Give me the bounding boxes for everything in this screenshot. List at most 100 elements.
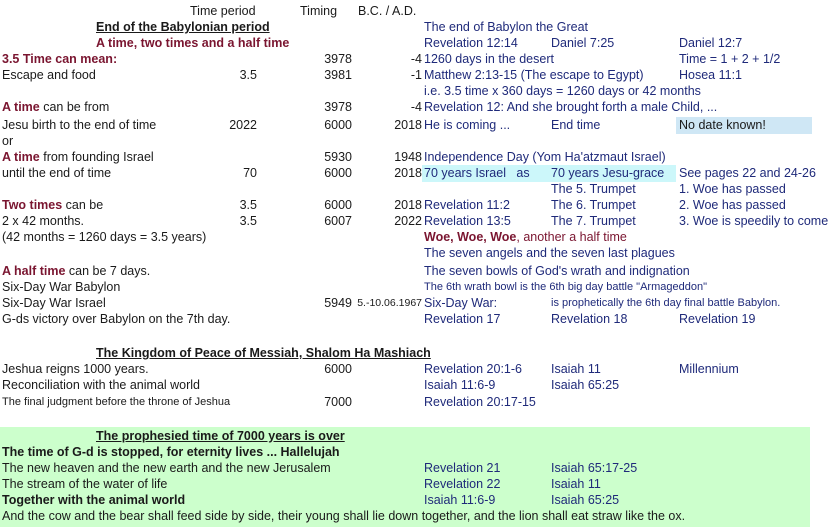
row-timing: 6000 [324,198,352,212]
row-ref: 1260 days in the desert [424,52,554,66]
row-ref: Revelation 20:17-15 [424,395,536,409]
row-bc-ad: -4 [410,100,422,114]
table-row: Two times can be 3.5 6000 2018 Revelatio… [0,197,840,213]
row-label-bold: Two times [2,198,63,212]
highlight-70-years [422,165,676,182]
row-ref-e: The 5. Trumpet [551,182,636,196]
row-ref-f: Hosea 11:1 [679,68,743,82]
row-time-period: 3.5 [239,214,257,228]
row-label: Two times can be [2,197,103,213]
ref-revelation-12-14: Revelation 12:14 [424,36,518,50]
woe-line: Woe, Woe, Woe, another a half time [424,229,627,245]
section1-subtitle-row: A time, two times and a half time Revela… [0,35,840,51]
header-timing: Timing [300,4,338,18]
row-ref-e: Isaiah 65:17-25 [551,461,638,475]
ref-daniel-12-7: Daniel 12:7 [679,36,743,50]
row-ref-e: End time [551,118,601,132]
table-row: or [0,133,840,149]
section1-title: End of the Babylonian period [96,20,270,34]
row-ref-e: Isaiah 11 [551,477,601,491]
section1-right-title: The end of Babylon the Great [424,20,588,34]
table-row: 2 x 42 months. 3.5 6007 2022 Revelation … [0,213,840,229]
row-ref: Independence Day (Yom Ha'atzmaut Israel) [424,150,666,164]
row-ref: Revelation 20:1-6 [424,362,522,376]
row-note: i.e. 3.5 time x 360 days = 1260 days or … [424,84,701,98]
row-label: G-ds victory over Babylon on the 7th day… [2,312,231,326]
section2-title-row: The Kingdom of Peace of Messiah, Shalom … [0,345,840,361]
row-timing: 7000 [324,395,352,409]
row-ref: Revelation 21 [424,461,501,475]
row-ref: Revelation 11:2 [424,198,510,212]
header-time-period: Time period [190,4,256,18]
row-label: Jesu birth to the end of time [2,118,157,132]
table-row: Six-Day War Israel 5949 5.-10.06.1967 Si… [0,295,840,311]
row-ref: Revelation 22 [424,477,501,491]
table-row: A time can be from 3978 -4 Revelation 12… [0,99,840,115]
table-row: Together with the animal world Isaiah 11… [0,492,840,508]
row-time-period: 2022 [229,118,257,132]
section3-title: The prophesied time of 7000 years is ove… [96,429,345,443]
table-row: G-ds victory over Babylon on the 7th day… [0,311,840,327]
row-label-rest: from founding Israel [39,150,154,164]
row-label: The new heaven and the new earth and the… [2,461,331,475]
table-row: 3.5 Time can mean: 3978 -4 1260 days in … [0,51,840,67]
row-bc-ad: 2018 [394,118,422,132]
row-bc-ad: -1 [410,68,422,82]
woe-bold: Woe, Woe, Woe [424,230,517,244]
row-label-bold: A time [2,150,40,164]
row-ref-f: 2. Woe has passed [679,198,786,212]
section1-subtitle: A time, two times and a half time [96,36,290,50]
row-ref-f: 3. Woe is speedily to come [679,214,829,228]
table-row: The final judgment before the throne of … [0,394,840,410]
table-row: Six-Day War Babylon The 6th wrath bowl i… [0,279,840,295]
row-ref-e: Revelation 18 [551,312,628,326]
row-ref: The 6th wrath bowl is the 6th big day ba… [424,281,707,293]
section3-subtitle-row: The time of G-d is stopped, for eternity… [0,444,840,460]
table-row: Reconciliation with the animal world Isa… [0,377,840,393]
row-bc-ad: 2022 [394,214,422,228]
section3-title-row: The prophesied time of 7000 years is ove… [0,428,840,444]
row-timing: 3978 [324,100,352,114]
row-timing: 3978 [324,52,352,66]
row-ref: Revelation 13:5 [424,214,511,228]
table-row: Escape and food 3.5 3981 -1 Matthew 2:13… [0,67,840,83]
table-row: The seven angels and the seven last plag… [0,245,840,261]
row-ref-e: is prophetically the 6th day final battl… [551,297,781,309]
row-ref-e: Isaiah 65:25 [551,378,620,392]
row-ref-f: 1. Woe has passed [679,182,786,196]
row-ref-f: Millennium [679,362,739,376]
row-ref: 70 years Israel as [424,166,530,180]
woe-rest: , another a half time [516,230,627,244]
row-ref-e: Isaiah 11 [551,362,601,376]
row-timing: 6000 [324,166,352,180]
column-headers: Time period Timing B.C. / A.D. [0,3,840,19]
row-bc-ad: 1948 [394,150,422,164]
table-row: A half time can be 7 days. The seven bow… [0,263,840,279]
row-ref-e: The 6. Trumpet [551,198,636,212]
section3-background [0,427,810,527]
no-date-known-cell: No date known! [676,117,812,134]
row-bc-ad: 2018 [394,166,422,180]
row-timing: 6000 [324,118,352,132]
row-ref: Six-Day War: [424,296,498,310]
table-row: The stream of the water of life Revelati… [0,476,840,492]
row-ref: The seven bowls of God's wrath and indig… [424,264,690,278]
row-ref: Revelation 17 [424,312,501,326]
table-row: i.e. 3.5 time x 360 days = 1260 days or … [0,83,840,99]
row-timing: 5949 [324,296,352,310]
row-ref: Isaiah 11:6-9 [424,493,496,507]
section3-subtitle: The time of G-d is stopped, for eternity… [2,445,340,459]
ref-daniel-7-25: Daniel 7:25 [551,36,615,50]
row-ref: Isaiah 11:6-9 [424,378,496,392]
table-row: until the end of time 70 6000 2018 70 ye… [0,165,840,182]
row-ref-f: Revelation 19 [679,312,756,326]
row-ref-f: Time = 1 + 2 + 1/2 [679,52,781,66]
table-row: Jeshua reigns 1000 years. 6000 Revelatio… [0,361,840,377]
row-time-period: 70 [243,166,257,180]
row-ref-e: 70 years Jesu-grace [551,166,665,180]
table-row: The new heaven and the new earth and the… [0,460,840,476]
row-label: until the end of time [2,166,112,180]
row-bc-ad: 5.-10.06.1967 [357,297,422,309]
row-label: or [2,134,14,148]
row-label: Six-Day War Babylon [2,280,121,294]
